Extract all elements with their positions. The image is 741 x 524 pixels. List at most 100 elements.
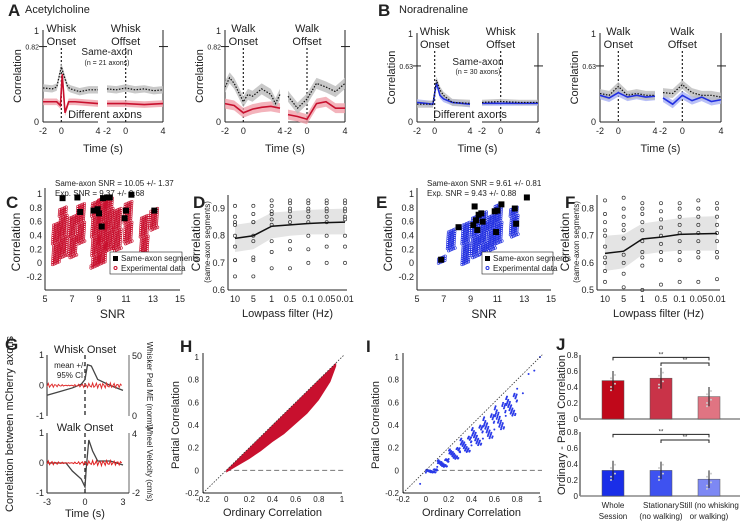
experimental-data-point [478,252,482,256]
experimental-data-point [103,205,107,209]
event-label: Onset [604,39,633,51]
experimental-data-point [470,229,474,233]
data-point [610,475,612,478]
panel-letter-I: I [366,337,371,356]
experimental-data-point [478,235,482,240]
experimental-data-point [122,235,127,240]
experimental-data-point [486,226,490,230]
experimental-data-point [486,232,491,236]
experimental-data-point [495,204,499,208]
x-tick-label: 13 [148,294,158,304]
same-axon-point [251,239,256,244]
same-axon-point [603,220,607,225]
identity-line [402,354,543,494]
experimental-data-point [509,224,513,229]
x-tick-label: 0.1 [302,294,315,304]
same-axon-point [677,206,682,211]
experimental-data-point [104,201,108,205]
experimental-data-point [68,216,72,220]
experimental-data-point [58,247,62,251]
data-point [468,450,471,453]
experimental-data-point [488,215,492,219]
experimental-data-point [90,251,94,256]
experimental-data-point [478,233,482,238]
y-tick-label: 0.6 [29,217,42,227]
legend-box [481,251,554,275]
category-label: (no walking) [639,512,682,521]
data-point [485,431,488,434]
experimental-data-point [96,240,101,244]
x-tick-label: -2 [659,126,667,136]
experimental-data-point [51,260,55,265]
experimental-data-point [460,254,465,258]
event-label: Whisk [111,23,141,35]
data-point [503,405,506,408]
event-label: Onset [420,39,449,51]
y-tick-label: -0.2 [385,489,399,498]
experimental-data-point [445,244,450,249]
data-point [499,422,502,425]
experimental-data-point [138,235,142,239]
experimental-data-point [508,233,512,237]
y-tick-label: 0 [395,466,400,475]
experimental-data-point [57,210,62,214]
same-axon-segment-point [59,195,66,202]
same-axon-point [621,206,626,211]
x-tick-label: -2 [413,126,421,136]
same-axon-point [343,201,347,206]
experimental-data-point [75,240,79,244]
same-axon-point [251,255,256,260]
data-point [658,467,660,469]
panel-letter-B: B [378,1,390,20]
experimental-data-point [67,249,71,254]
y-tick-label: 0.5 [581,285,594,295]
x-axis-label: Ordinary Correlation [422,507,521,519]
experimental-data-point [103,228,107,232]
experimental-data-point [104,217,108,222]
ref-label: 0.82 [207,45,221,52]
same-axon-segment-point [511,205,518,212]
event-label: Offset [292,36,321,48]
y-tick-label: 0.2 [401,244,414,254]
data-point [614,382,616,385]
data-point [500,419,503,422]
experimental-data-point [486,238,490,242]
experimental-data-point [486,236,490,240]
data-point [710,481,712,484]
same-axon-point [715,206,719,211]
same-axon-point [233,220,237,225]
data-point [447,458,450,460]
experimental-data-point [470,245,474,249]
annotation-same-axon-n: (n = 21 axons) [85,60,130,67]
data-point [463,449,466,452]
y-tick-label: 1 [591,29,596,39]
data-point [436,465,439,468]
experimental-data-point [59,207,63,211]
experimental-data-point [148,217,153,222]
experimental-data-point [96,262,101,267]
event-label: Walk [231,23,256,35]
data-point [610,389,612,392]
x-axis-label: Time (s) [641,143,681,155]
data-point [497,411,500,414]
data-point [491,418,494,421]
annotation-different-axons: Different axons [68,109,142,121]
same-axon-point [696,250,701,254]
experimental-data-point [509,218,513,222]
experimental-data-point [461,250,465,254]
data-point [494,405,497,408]
experimental-data-point [460,242,464,246]
experimental-data-point [57,253,62,258]
experimental-data-point [58,245,62,249]
experimental-data-point [75,221,79,225]
experimental-data-point [486,242,490,247]
y-tick-label: 0.9 [212,204,225,214]
same-axon-point [288,214,292,219]
x-tick-label: -2 [103,126,111,136]
same-axon-point [640,201,645,206]
experimental-data-point [486,224,490,228]
x-tick-label: -2 [39,126,47,136]
experimental-data-point [67,231,71,235]
experimental-data-point [75,238,79,242]
experimental-data-point [97,248,102,252]
